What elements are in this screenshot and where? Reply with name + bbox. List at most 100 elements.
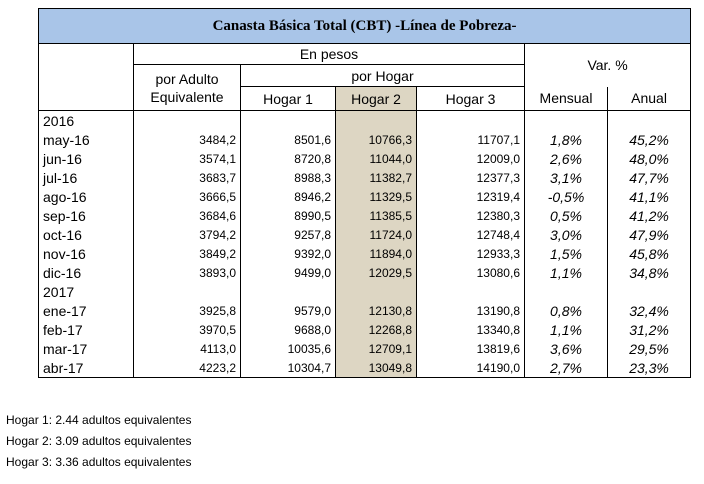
cell: 14190,0 [416, 358, 525, 378]
cell: 12319,4 [416, 187, 525, 206]
cell: 10766,3 [335, 130, 417, 149]
cell: 2,7% [524, 358, 608, 378]
year-row: 2017 [38, 282, 692, 301]
cell: 41,1% [606, 187, 692, 206]
cell: 12709,1 [335, 339, 417, 358]
cell: 12377,3 [416, 168, 525, 187]
cell: 9392,0 [240, 244, 336, 263]
data-row: nov-16 3849,2 9392,0 11894,0 12933,3 1,5% 45,8… [38, 244, 692, 263]
cbt-table: Canasta Básica Total (CBT) -Línea de Pob… [37, 8, 692, 378]
cell: 3574,1 [133, 149, 241, 168]
corner [38, 43, 134, 111]
empty-cell [240, 282, 336, 301]
cell: 0,8% [524, 301, 608, 320]
cell: 1,8% [524, 130, 608, 149]
cell: 3666,5 [133, 187, 241, 206]
cell: 11724,0 [335, 225, 417, 244]
cell: 4223,2 [133, 358, 241, 378]
empty-cell [133, 282, 241, 301]
data-row: mar-17 4113,0 10035,6 12709,1 13819,6 3,6% 29,… [38, 339, 692, 358]
empty-cell [133, 110, 241, 130]
cell: 3,6% [524, 339, 608, 358]
header-en-pesos: En pesos [133, 43, 525, 65]
cell: 34,8% [606, 263, 692, 282]
data-row: may-16 3484,2 8501,6 10766,3 11707,1 1,8% 45,2… [38, 130, 692, 149]
row-label: sep-16 [38, 206, 134, 225]
cell: 13049,8 [335, 358, 417, 378]
cell: 8988,3 [240, 168, 336, 187]
empty-cell [335, 110, 417, 130]
cell: 9499,0 [240, 263, 336, 282]
data-row: oct-16 3794,2 9257,8 11724,0 12748,4 3,0% 47,9… [38, 225, 692, 244]
cell: 11894,0 [335, 244, 417, 263]
cell: 11382,7 [335, 168, 417, 187]
row-label: nov-16 [38, 244, 134, 263]
data-row: abr-17 4223,2 10304,7 13049,8 14190,0 2,7% 23,… [38, 358, 692, 378]
cell: 4113,0 [133, 339, 241, 358]
cell: 11329,5 [335, 187, 417, 206]
cell: 3683,7 [133, 168, 241, 187]
data-row: jun-16 3574,1 8720,8 11044,0 12009,0 2,6% 48,0… [38, 149, 692, 168]
cell: 1,1% [524, 263, 608, 282]
empty-cell [416, 282, 525, 301]
year-label: 2017 [38, 282, 134, 301]
column-header: Mensual [524, 86, 608, 111]
cell: 13819,6 [416, 339, 525, 358]
cell: 12130,8 [335, 301, 417, 320]
empty-cell [240, 110, 336, 130]
data-row: ene-17 3925,8 9579,0 12130,8 13190,8 0,8% 32,4… [38, 301, 692, 320]
cell: 8720,8 [240, 149, 336, 168]
cell: 3,0% [524, 225, 608, 244]
row-label: mar-17 [38, 339, 134, 358]
cell: 32,4% [606, 301, 692, 320]
row-label: abr-17 [38, 358, 134, 378]
empty-cell [416, 110, 525, 130]
cell: 9579,0 [240, 301, 336, 320]
cell: 3484,2 [133, 130, 241, 149]
note: Hogar 3: 3.36 adultos equivalentes [6, 455, 192, 469]
header-adulto: por Adulto Equivalente [133, 64, 241, 111]
cell: 48,0% [606, 149, 692, 168]
header-text: Equivalente [150, 88, 224, 105]
cell: 47,9% [606, 225, 692, 244]
cell: 8946,2 [240, 187, 336, 206]
note: Hogar 2: 3.09 adultos equivalentes [6, 434, 192, 448]
year-label: 2016 [38, 110, 134, 130]
cell: 8990,5 [240, 206, 336, 225]
cell: 8501,6 [240, 130, 336, 149]
data-row: dic-16 3893,0 9499,0 12029,5 13080,6 1,1% 34,8… [38, 263, 692, 282]
cell: 12268,8 [335, 320, 417, 339]
cell: 13080,6 [416, 263, 525, 282]
cell: 9257,8 [240, 225, 336, 244]
cell: 45,2% [606, 130, 692, 149]
column-header: Hogar 2 [335, 86, 417, 111]
note: Hogar 1: 2.44 adultos equivalentes [6, 413, 192, 427]
cell: 1,5% [524, 244, 608, 263]
cell: 12380,3 [416, 206, 525, 225]
data-row: jul-16 3683,7 8988,3 11382,7 12377,3 3,1% 47,7… [38, 168, 692, 187]
cell: 47,7% [606, 168, 692, 187]
row-label: jun-16 [38, 149, 134, 168]
empty-cell [524, 282, 608, 301]
empty-cell [524, 110, 608, 130]
data-row: ago-16 3666,5 8946,2 11329,5 12319,4 -0,5% 41,… [38, 187, 692, 206]
cell: 11044,0 [335, 149, 417, 168]
empty-cell [606, 110, 692, 130]
cell: 12029,5 [335, 263, 417, 282]
empty-cell [606, 282, 692, 301]
row-label: dic-16 [38, 263, 134, 282]
header-text: por Adulto [155, 70, 219, 87]
cell: -0,5% [524, 187, 608, 206]
row-label: ago-16 [38, 187, 134, 206]
cell: 12009,0 [416, 149, 525, 168]
cell: 23,3% [606, 358, 692, 378]
cell: 11385,5 [335, 206, 417, 225]
cell: 3684,6 [133, 206, 241, 225]
row-label: feb-17 [38, 320, 134, 339]
cell: 0,5% [524, 206, 608, 225]
cell: 31,2% [606, 320, 692, 339]
cell: 10304,7 [240, 358, 336, 378]
cell: 3,1% [524, 168, 608, 187]
year-row: 2016 [38, 110, 692, 130]
